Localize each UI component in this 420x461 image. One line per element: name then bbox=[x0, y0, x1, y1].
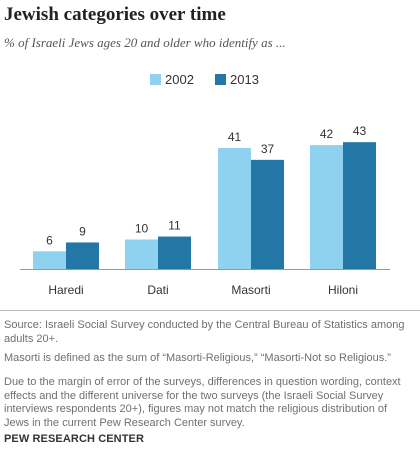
value-label-dati-2002: 10 bbox=[135, 222, 149, 236]
chart-subtitle: % of Israeli Jews ages 20 and older who … bbox=[4, 35, 286, 50]
bar-haredi-2002 bbox=[33, 251, 66, 269]
legend-label-2013: 2013 bbox=[230, 72, 259, 87]
value-label-hiloni-2013: 43 bbox=[353, 124, 367, 138]
category-label-haredi: Haredi bbox=[48, 283, 83, 297]
pew-credit: PEW RESEARCH CENTER bbox=[4, 433, 145, 445]
legend-swatch-2013 bbox=[215, 74, 226, 85]
margin-note: Due to the margin of error of the survey… bbox=[4, 376, 401, 429]
category-label-dati: Dati bbox=[147, 283, 168, 297]
value-label-masorti-2013: 37 bbox=[261, 142, 275, 156]
value-label-haredi-2013: 9 bbox=[79, 224, 86, 238]
bar-hiloni-2013 bbox=[343, 142, 376, 269]
chart-title: Jewish categories over time bbox=[4, 4, 226, 25]
bar-dati-2002 bbox=[125, 239, 158, 269]
bar-dati-2013 bbox=[158, 236, 191, 269]
legend-label-2002: 2002 bbox=[165, 72, 194, 87]
value-label-dati-2013: 11 bbox=[168, 219, 181, 233]
source-note: Source: Israeli Social Survey conducted … bbox=[4, 319, 405, 345]
divider bbox=[0, 310, 420, 311]
category-label-hiloni: Hiloni bbox=[328, 283, 358, 297]
legend-swatch-2002 bbox=[150, 74, 161, 85]
bar-masorti-2002 bbox=[218, 148, 251, 269]
bar-hiloni-2002 bbox=[310, 145, 343, 269]
value-label-haredi-2002: 6 bbox=[46, 233, 53, 247]
masorti-note: Masorti is defined as the sum of “Masort… bbox=[4, 352, 391, 364]
category-label-masorti: Masorti bbox=[231, 283, 270, 297]
bar-chart: 2002 2013 6 9 Haredi 10 11 Dati 41 37 Masorti 42 43 H… bbox=[20, 72, 390, 297]
value-label-masorti-2002: 41 bbox=[228, 130, 242, 144]
value-label-hiloni-2002: 42 bbox=[320, 127, 334, 141]
bar-masorti-2013 bbox=[251, 159, 284, 269]
bar-haredi-2013 bbox=[66, 242, 99, 269]
